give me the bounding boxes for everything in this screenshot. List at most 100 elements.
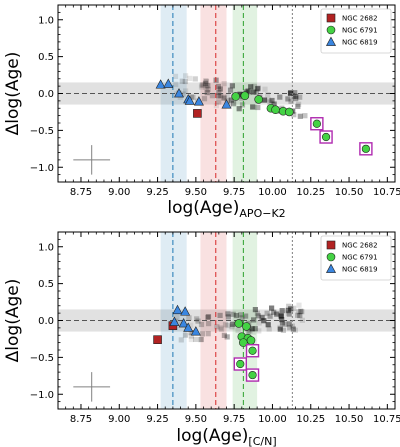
y-axis-label: Δlog(Age) <box>3 52 23 136</box>
density-cell <box>188 94 194 100</box>
x-tick-label: 10.75 <box>373 414 400 425</box>
density-cell <box>279 308 285 314</box>
legend-entry: NGC 6791 <box>326 25 378 35</box>
density-cell <box>224 334 230 340</box>
density-cell <box>269 305 275 311</box>
density-cell <box>297 113 303 119</box>
data-point <box>271 105 280 115</box>
density-cell <box>296 302 302 308</box>
density-cell <box>271 309 277 315</box>
density-cell <box>255 104 261 111</box>
density-cell <box>199 331 205 337</box>
density-cell <box>293 96 299 102</box>
data-point <box>245 368 260 382</box>
density-cell <box>297 94 303 100</box>
density-cell <box>194 316 200 322</box>
density-cell <box>279 320 286 326</box>
x-axis: 8.75 9.00 9.25 9.50 9.75 10.00 10.25 10.50 10.75 <box>65 232 400 425</box>
x-tick-label: 9.25 <box>146 414 168 425</box>
density-cell <box>172 73 179 79</box>
data-point <box>153 335 162 344</box>
density-cell <box>180 91 186 97</box>
x-tick-label: 10.50 <box>335 414 364 425</box>
density-cell <box>251 89 257 95</box>
density-cell <box>198 321 205 328</box>
circle-marker <box>271 105 280 115</box>
triangle-marker <box>174 88 185 98</box>
square-marker <box>153 335 162 344</box>
density-cell <box>266 326 272 332</box>
x-tick-label: 8.75 <box>70 414 92 425</box>
density-cell <box>290 326 296 332</box>
density-cell <box>205 314 212 320</box>
circle-marker <box>240 91 250 101</box>
density-cell <box>250 104 256 110</box>
density-cell <box>233 313 239 319</box>
density-cell <box>188 330 194 336</box>
density-cell <box>282 321 288 327</box>
density-cell <box>269 97 275 104</box>
density-cell <box>186 315 192 321</box>
legend-label: NGC 2682 <box>342 15 378 23</box>
x-axis-label-main: log(Age) <box>176 426 248 446</box>
density-cell <box>292 327 298 333</box>
circle-marker <box>231 92 240 101</box>
triangle-marker <box>325 36 337 46</box>
density-cell <box>203 78 209 84</box>
density-cell <box>278 313 284 319</box>
data-point <box>163 78 174 88</box>
data-point <box>178 318 189 328</box>
data-point <box>184 95 195 105</box>
density-cell <box>256 328 262 334</box>
data-point <box>193 109 202 118</box>
density-cell <box>228 97 234 103</box>
triangle-marker <box>178 318 189 328</box>
legend-label: NGC 6791 <box>342 27 378 35</box>
data-point <box>233 357 247 371</box>
series-ngc-6819 <box>155 78 232 109</box>
circle-marker <box>236 359 245 369</box>
triangle-marker <box>163 78 174 88</box>
density-cell <box>277 94 283 100</box>
circle-marker <box>239 338 248 347</box>
density-cell <box>251 83 257 89</box>
density-cell <box>216 99 222 105</box>
density-cell <box>291 305 297 311</box>
density-cell <box>227 87 234 93</box>
density-cell <box>288 306 294 312</box>
circle-marker <box>321 132 331 142</box>
density-cell <box>215 93 222 99</box>
x-tick-label: 9.25 <box>146 187 168 198</box>
density-cell <box>252 307 258 313</box>
legend-entry: NGC 6819 <box>325 36 378 47</box>
density-cell <box>198 84 205 90</box>
density-cell <box>179 78 185 84</box>
legend: NGC 2682 NGC 6791 NGC 6819 <box>320 8 392 54</box>
density-cell <box>245 329 251 335</box>
density-cell <box>183 73 189 79</box>
error-bar <box>73 372 111 402</box>
legend-entry: NGC 6791 <box>326 252 378 262</box>
density-cell <box>285 307 291 313</box>
data-point <box>193 96 204 106</box>
density-cell <box>221 81 227 87</box>
density-cell <box>209 93 215 99</box>
density-cell <box>206 321 212 327</box>
density-cell <box>203 79 210 85</box>
density-cell <box>189 330 195 336</box>
density-cell <box>265 97 272 103</box>
density-cell <box>217 312 223 318</box>
density-cell <box>278 313 284 320</box>
panel-1: 8.75 9.00 9.25 9.50 9.75 10.00 10.25 10.50 10.75… <box>3 4 400 220</box>
density-cell <box>261 97 268 103</box>
density-cell <box>293 93 299 99</box>
x-axis-label-subscript: [C/N] <box>248 435 276 447</box>
density-cell <box>285 308 291 314</box>
density-cell <box>253 89 259 95</box>
data-point <box>234 319 244 328</box>
data-point <box>310 117 324 131</box>
density-cell <box>285 310 291 316</box>
data-point <box>245 344 260 358</box>
data-point <box>242 322 251 331</box>
density-cell <box>182 332 189 338</box>
